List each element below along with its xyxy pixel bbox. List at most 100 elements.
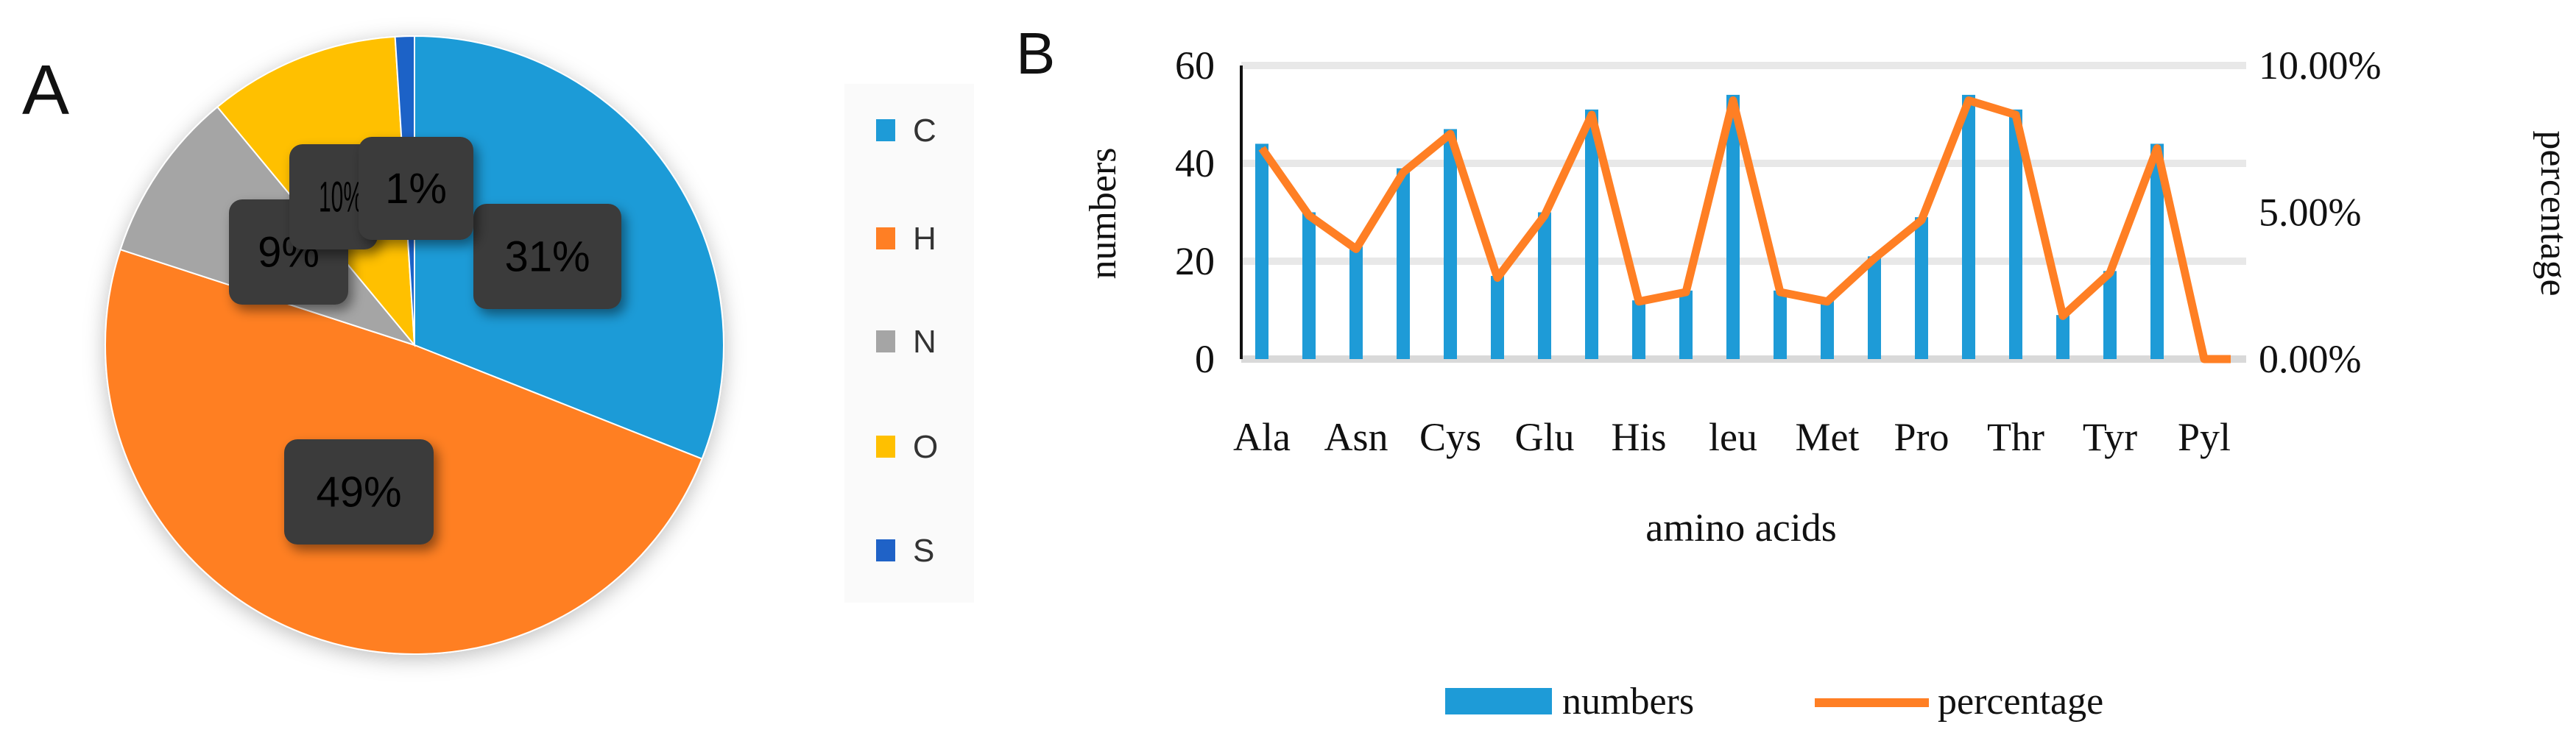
- x-tick-label: leu: [1709, 415, 1757, 459]
- legend-label: S: [913, 533, 934, 569]
- legend-swatch: [876, 227, 895, 249]
- legend-item-H: H: [876, 221, 936, 257]
- bar-7: [1538, 212, 1551, 359]
- legend-swatch: [876, 539, 895, 561]
- bar-15: [1915, 217, 1928, 359]
- y-tick-label: 40: [1175, 141, 1215, 185]
- bar-2: [1302, 212, 1316, 359]
- bar-3: [1349, 246, 1363, 359]
- bar-4: [1397, 168, 1410, 359]
- data-label-C: 31%: [473, 204, 621, 309]
- y2-tick-label: 0.00%: [2259, 337, 2361, 381]
- bar-8: [1585, 109, 1598, 359]
- percentage-point-11: [1732, 99, 1734, 102]
- x-tick-label: Ala: [1233, 415, 1291, 459]
- bar-1: [1255, 143, 1268, 359]
- percentage-point-2: [1308, 214, 1310, 216]
- x-tick-label: Thr: [1987, 415, 2044, 459]
- legend-swatch: [876, 330, 895, 352]
- x-tick-label: Glu: [1515, 415, 1575, 459]
- legend-swatch: [876, 119, 895, 141]
- percentage-point-14: [1874, 258, 1875, 260]
- bar-16: [1962, 94, 1975, 359]
- x-axis-ticks: Ala Asn Cys Glu His leu Met Pro Thr Tyr Pyl: [1233, 415, 2231, 459]
- percentage-point-7: [1544, 214, 1545, 216]
- bar-series-numbers: [1255, 94, 2164, 359]
- percentage-point-21: [2203, 358, 2205, 360]
- bar-18: [2056, 315, 2069, 359]
- legend-swatch-numbers: [1445, 688, 1552, 714]
- bar-6: [1491, 275, 1504, 359]
- data-label-box: [359, 137, 473, 240]
- percentage-point-10: [1685, 291, 1687, 294]
- data-label-box: [473, 204, 621, 309]
- legend-label-numbers: numbers: [1562, 681, 1694, 723]
- data-label-O: 10%: [289, 144, 378, 249]
- x-tick-label: Cys: [1419, 415, 1481, 459]
- percentage-point-5: [1450, 132, 1451, 135]
- percentage-line: [1258, 96, 2231, 363]
- percentage-point-4: [1402, 171, 1404, 174]
- percentage-point-15: [1921, 219, 1922, 221]
- percentage-point-17: [2015, 114, 2016, 116]
- x-tick-label: His: [1611, 415, 1666, 459]
- pie-chart: [105, 35, 724, 655]
- x-tick-label: Pro: [1894, 415, 1949, 459]
- bar-13: [1821, 300, 1834, 359]
- pie-data-labels: 31%49%9%10% 1%: [229, 137, 621, 545]
- percentage-point-16: [1968, 99, 1969, 102]
- data-label-text: 1%: [385, 165, 447, 213]
- y-tick-label: 20: [1175, 239, 1215, 283]
- percentage-point-3: [1355, 248, 1357, 250]
- legend-label: O: [913, 429, 938, 465]
- pie-legend-box: [844, 84, 974, 603]
- data-label-text: 31%: [504, 233, 590, 281]
- left-axis-ticks: 0 20 40 60: [1175, 43, 1215, 381]
- bar-10: [1679, 290, 1693, 359]
- line-series-percentage: [1258, 96, 2231, 363]
- bar-5: [1444, 129, 1457, 359]
- x-tick-label: Met: [1796, 415, 1860, 459]
- data-label-box: [289, 144, 378, 249]
- percentage-point-20: [2156, 147, 2158, 149]
- bar-9: [1632, 300, 1645, 359]
- pie-legend: C H N O S: [876, 113, 938, 569]
- legend-label: N: [913, 324, 936, 360]
- data-label-text: 49%: [316, 469, 401, 517]
- gridlines: [1241, 62, 2246, 363]
- x-axis-title: amino acids: [1645, 506, 1836, 550]
- legend-item-O: O: [876, 429, 938, 465]
- percentage-point-18: [2062, 315, 2064, 317]
- bar-17: [2009, 109, 2022, 359]
- panel-a-label: A: [22, 51, 69, 130]
- percentage-point-13: [1827, 300, 1828, 302]
- percentage-point-12: [1779, 291, 1781, 294]
- right-axis-ticks: 0.00% 5.00% 10.00%: [2259, 43, 2381, 381]
- y2-tick-label: 5.00%: [2259, 191, 2361, 235]
- x-tick-label: Tyr: [2083, 415, 2137, 459]
- percentage-point-1: [1261, 147, 1263, 149]
- legend-item-S: S: [876, 533, 934, 569]
- bar-20: [2150, 143, 2164, 359]
- data-label-S: 1%: [359, 137, 473, 240]
- legend-swatch: [876, 436, 895, 458]
- data-label-box: [284, 439, 434, 545]
- bar-14: [1868, 256, 1881, 359]
- panel-b-label: B: [1016, 21, 1055, 86]
- data-label-text: 10%: [319, 174, 363, 221]
- y2-tick-label: 10.00%: [2259, 43, 2381, 88]
- legend-item-C: C: [876, 113, 936, 149]
- x-tick-label: Asn: [1324, 415, 1388, 459]
- y-axis-title: numbers: [1082, 147, 1124, 279]
- data-label-H: 49%: [284, 439, 434, 545]
- percentage-point-8: [1591, 114, 1592, 116]
- percentage-point-9: [1638, 300, 1640, 302]
- x-tick-label: Pyl: [2178, 415, 2231, 459]
- y-tick-label: 60: [1175, 43, 1215, 88]
- y2-axis-title: percentage: [2533, 130, 2575, 296]
- bar-19: [2103, 271, 2117, 359]
- percentage-point-6: [1497, 277, 1498, 279]
- legend-label: H: [913, 221, 936, 257]
- legend-label-percentage: percentage: [1938, 681, 2103, 723]
